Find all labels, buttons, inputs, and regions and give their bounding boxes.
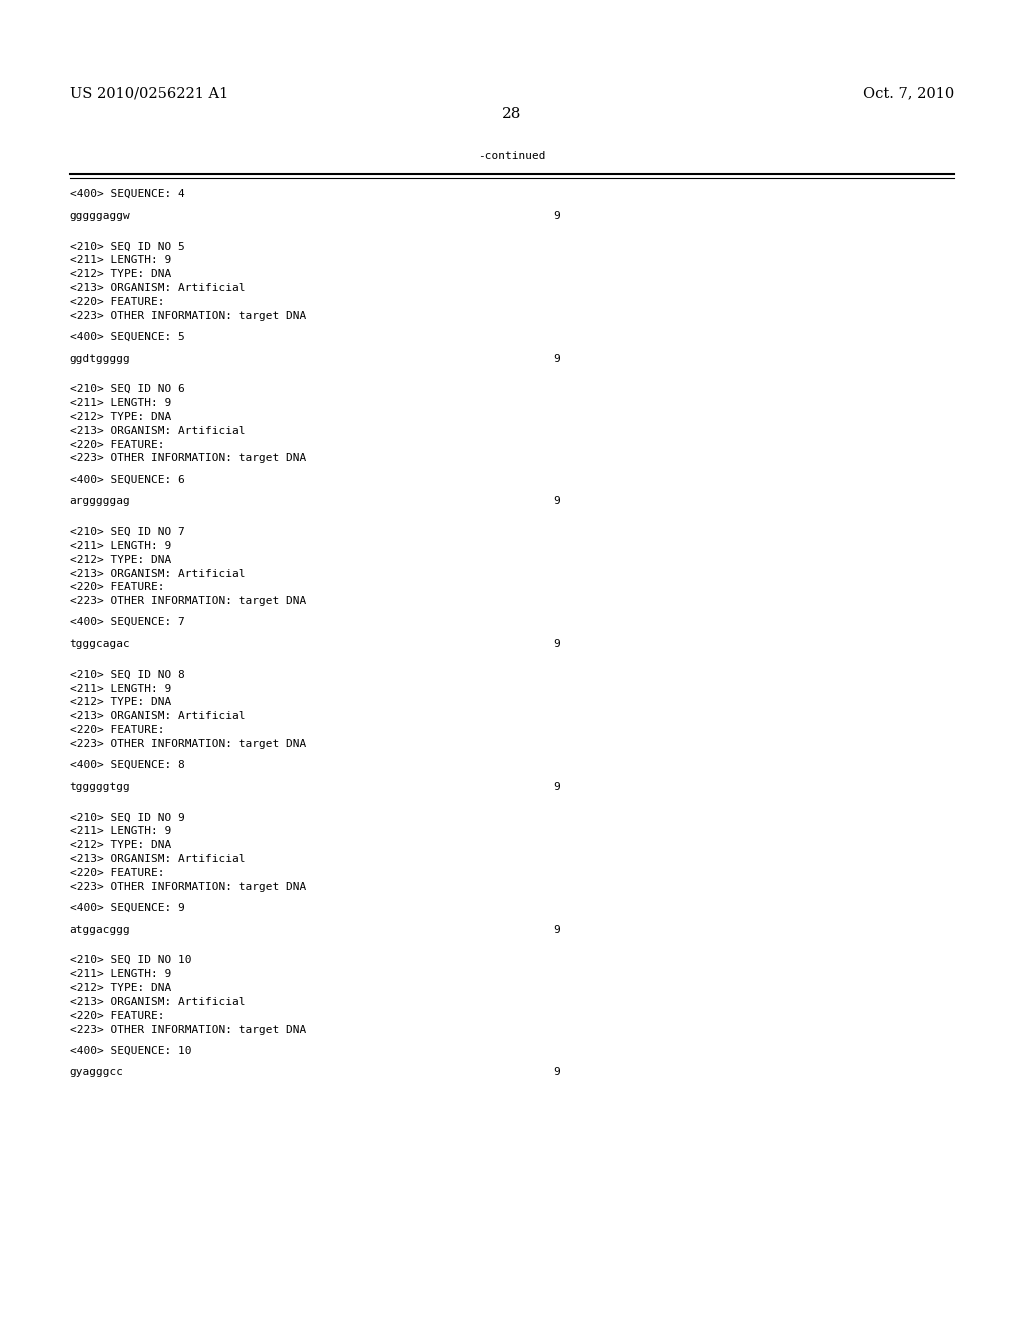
Text: <220> FEATURE:: <220> FEATURE: <box>70 867 164 878</box>
Text: <211> LENGTH: 9: <211> LENGTH: 9 <box>70 684 171 693</box>
Text: <400> SEQUENCE: 7: <400> SEQUENCE: 7 <box>70 616 184 627</box>
Text: atggacggg: atggacggg <box>70 925 130 935</box>
Text: <223> OTHER INFORMATION: target DNA: <223> OTHER INFORMATION: target DNA <box>70 454 306 463</box>
Text: <223> OTHER INFORMATION: target DNA: <223> OTHER INFORMATION: target DNA <box>70 597 306 606</box>
Text: <223> OTHER INFORMATION: target DNA: <223> OTHER INFORMATION: target DNA <box>70 310 306 321</box>
Text: <213> ORGANISM: Artificial: <213> ORGANISM: Artificial <box>70 569 245 578</box>
Text: <213> ORGANISM: Artificial: <213> ORGANISM: Artificial <box>70 854 245 865</box>
Text: <220> FEATURE:: <220> FEATURE: <box>70 582 164 593</box>
Text: <212> TYPE: DNA: <212> TYPE: DNA <box>70 840 171 850</box>
Text: <212> TYPE: DNA: <212> TYPE: DNA <box>70 983 171 993</box>
Text: 9: 9 <box>553 781 560 792</box>
Text: <213> ORGANISM: Artificial: <213> ORGANISM: Artificial <box>70 426 245 436</box>
Text: <400> SEQUENCE: 4: <400> SEQUENCE: 4 <box>70 189 184 199</box>
Text: tgggggtgg: tgggggtgg <box>70 781 130 792</box>
Text: <210> SEQ ID NO 10: <210> SEQ ID NO 10 <box>70 956 191 965</box>
Text: <210> SEQ ID NO 9: <210> SEQ ID NO 9 <box>70 812 184 822</box>
Text: <211> LENGTH: 9: <211> LENGTH: 9 <box>70 541 171 550</box>
Text: gggggaggw: gggggaggw <box>70 211 130 220</box>
Text: 9: 9 <box>553 496 560 507</box>
Text: <212> TYPE: DNA: <212> TYPE: DNA <box>70 269 171 279</box>
Text: <223> OTHER INFORMATION: target DNA: <223> OTHER INFORMATION: target DNA <box>70 882 306 892</box>
Text: tgggcagac: tgggcagac <box>70 639 130 649</box>
Text: <220> FEATURE:: <220> FEATURE: <box>70 297 164 306</box>
Text: <223> OTHER INFORMATION: target DNA: <223> OTHER INFORMATION: target DNA <box>70 739 306 748</box>
Text: <400> SEQUENCE: 8: <400> SEQUENCE: 8 <box>70 760 184 770</box>
Text: <400> SEQUENCE: 9: <400> SEQUENCE: 9 <box>70 903 184 912</box>
Text: <400> SEQUENCE: 10: <400> SEQUENCE: 10 <box>70 1045 191 1055</box>
Text: <210> SEQ ID NO 5: <210> SEQ ID NO 5 <box>70 242 184 251</box>
Text: 9: 9 <box>553 639 560 649</box>
Text: <210> SEQ ID NO 6: <210> SEQ ID NO 6 <box>70 384 184 395</box>
Text: <211> LENGTH: 9: <211> LENGTH: 9 <box>70 969 171 979</box>
Text: <213> ORGANISM: Artificial: <213> ORGANISM: Artificial <box>70 711 245 721</box>
Text: US 2010/0256221 A1: US 2010/0256221 A1 <box>70 86 228 100</box>
Text: <220> FEATURE:: <220> FEATURE: <box>70 725 164 735</box>
Text: <210> SEQ ID NO 8: <210> SEQ ID NO 8 <box>70 669 184 680</box>
Text: <211> LENGTH: 9: <211> LENGTH: 9 <box>70 399 171 408</box>
Text: 9: 9 <box>553 1068 560 1077</box>
Text: -continued: -continued <box>478 150 546 161</box>
Text: gyagggcc: gyagggcc <box>70 1068 124 1077</box>
Text: <211> LENGTH: 9: <211> LENGTH: 9 <box>70 255 171 265</box>
Text: ggdtggggg: ggdtggggg <box>70 354 130 364</box>
Text: <211> LENGTH: 9: <211> LENGTH: 9 <box>70 826 171 837</box>
Text: 28: 28 <box>503 107 521 121</box>
Text: <220> FEATURE:: <220> FEATURE: <box>70 1011 164 1020</box>
Text: <212> TYPE: DNA: <212> TYPE: DNA <box>70 554 171 565</box>
Text: 9: 9 <box>553 211 560 220</box>
Text: <210> SEQ ID NO 7: <210> SEQ ID NO 7 <box>70 527 184 537</box>
Text: <220> FEATURE:: <220> FEATURE: <box>70 440 164 450</box>
Text: <212> TYPE: DNA: <212> TYPE: DNA <box>70 412 171 422</box>
Text: argggggag: argggggag <box>70 496 130 507</box>
Text: <400> SEQUENCE: 5: <400> SEQUENCE: 5 <box>70 331 184 342</box>
Text: 9: 9 <box>553 925 560 935</box>
Text: 9: 9 <box>553 354 560 364</box>
Text: <400> SEQUENCE: 6: <400> SEQUENCE: 6 <box>70 474 184 484</box>
Text: <223> OTHER INFORMATION: target DNA: <223> OTHER INFORMATION: target DNA <box>70 1024 306 1035</box>
Text: Oct. 7, 2010: Oct. 7, 2010 <box>863 86 954 100</box>
Text: <212> TYPE: DNA: <212> TYPE: DNA <box>70 697 171 708</box>
Text: <213> ORGANISM: Artificial: <213> ORGANISM: Artificial <box>70 997 245 1007</box>
Text: <213> ORGANISM: Artificial: <213> ORGANISM: Artificial <box>70 282 245 293</box>
